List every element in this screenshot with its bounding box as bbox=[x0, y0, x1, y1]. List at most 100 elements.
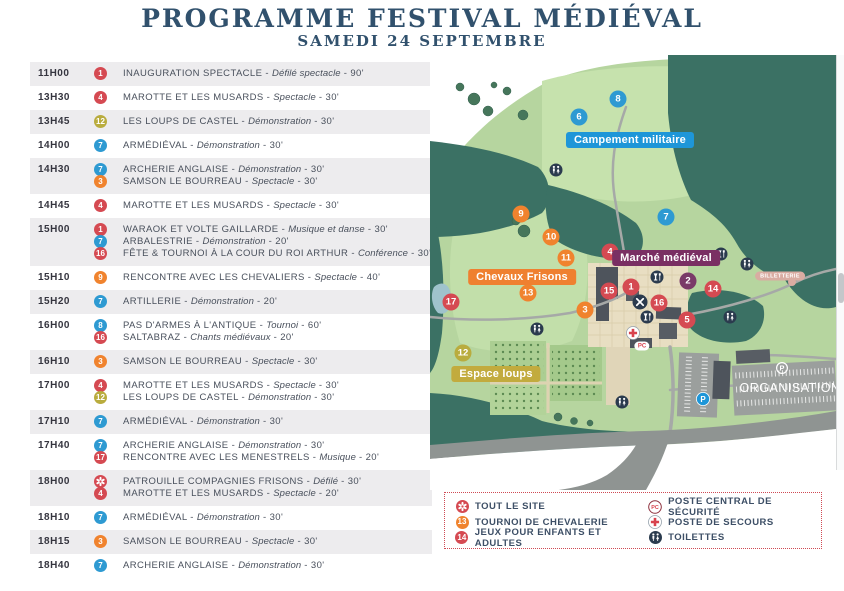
map-area-label: BILLETTERIE bbox=[755, 271, 805, 281]
event-badge: 3 bbox=[94, 355, 107, 368]
legend-item: POSTE DE SECOURS bbox=[648, 515, 821, 531]
program-title: PROGRAMME FESTIVAL MÉDIÉVAL bbox=[141, 4, 703, 33]
event-list: 3 SAMSON LE BOURREAU - Spectacle - 30' bbox=[94, 355, 432, 368]
event-line: 7 ARCHERIE ANGLAISE - Démonstration - 30' bbox=[94, 559, 432, 572]
toilets-icon bbox=[549, 163, 563, 177]
toilets-icon bbox=[615, 395, 629, 409]
event-list: 7 ARCHERIE ANGLAISE - Démonstration - 30'… bbox=[94, 163, 432, 188]
toilets-icon bbox=[530, 322, 544, 336]
event-title: ARBALESTRIE bbox=[123, 236, 193, 247]
event-duration: 20' bbox=[365, 452, 380, 463]
event-title: PATROUILLE COMPAGNIES FRISONS bbox=[123, 476, 304, 487]
event-line: 7 ARMÉDIÉVAL - Démonstration - 30' bbox=[94, 415, 432, 428]
event-line: 3 SAMSON LE BOURREAU - Spectacle - 30' bbox=[94, 175, 432, 188]
event-title: FÊTE & TOURNOI À LA COUR DU ROI ARTHUR bbox=[123, 248, 349, 259]
event-badge: 16 bbox=[94, 331, 107, 344]
event-badge: 1 bbox=[94, 67, 107, 80]
event-title: INAUGURATION SPECTACLE bbox=[123, 68, 263, 79]
schedule-row: 16H00 8 PAS D'ARMES À L'ANTIQUE - Tournoi … bbox=[30, 314, 432, 350]
event-line: 4 MAROTTE ET LES MUSARDS - Spectacle - 20… bbox=[94, 487, 432, 500]
event-text: ARMÉDIÉVAL - Démonstration - 30' bbox=[123, 140, 284, 151]
event-text: ARCHERIE ANGLAISE - Démonstration - 30' bbox=[123, 440, 325, 451]
event-list: 9 RENCONTRE AVEC LES CHEVALIERS - Spectac… bbox=[94, 271, 432, 284]
event-badge: 9 bbox=[94, 271, 107, 284]
event-badge: 7 bbox=[94, 511, 107, 524]
event-type: Spectacle bbox=[251, 356, 295, 367]
first-aid-icon bbox=[626, 326, 640, 340]
map-marker-12: 12 bbox=[454, 344, 472, 362]
schedule-row: 16H10 3 SAMSON LE BOURREAU - Spectacle - 3… bbox=[30, 350, 432, 374]
event-title: MAROTTE ET LES MUSARDS bbox=[123, 200, 264, 211]
legend-icon bbox=[455, 500, 469, 514]
legend-item: 14 JEUX POUR ENFANTS ET ADULTES bbox=[455, 527, 648, 549]
event-badge: 3 bbox=[94, 535, 107, 548]
event-text: ARMÉDIÉVAL - Démonstration - 30' bbox=[123, 416, 284, 427]
legend-icon bbox=[648, 515, 662, 530]
map-marker-9: 9 bbox=[512, 205, 530, 223]
organisation-label: ORGANISATION bbox=[739, 381, 841, 395]
schedule-list: 11H00 1 INAUGURATION SPECTACLE - Défilé sp… bbox=[30, 62, 432, 578]
event-text: SAMSON LE BOURREAU - Spectacle - 30' bbox=[123, 176, 318, 187]
event-badge: 4 bbox=[94, 487, 107, 500]
schedule-row: 17H40 7 ARCHERIE ANGLAISE - Démonstration … bbox=[30, 434, 432, 470]
legend-item: TOILETTES bbox=[648, 530, 821, 546]
event-title: ARCHERIE ANGLAISE bbox=[123, 560, 229, 571]
event-duration: 30' bbox=[269, 416, 284, 427]
event-badge: 4 bbox=[94, 199, 107, 212]
swords-icon bbox=[632, 294, 648, 310]
event-title: MAROTTE ET LES MUSARDS bbox=[123, 380, 264, 391]
time-label: 18H15 bbox=[38, 536, 70, 547]
legend-label: POSTE DE SECOURS bbox=[668, 516, 774, 528]
schedule-row: 15H20 7 ARTILLERIE - Démonstration - 20' bbox=[30, 290, 432, 314]
event-type: Démonstration bbox=[202, 236, 266, 247]
site-flower-icon bbox=[94, 475, 107, 488]
event-line: 12 LES LOUPS DE CASTEL - Démonstration - … bbox=[94, 115, 432, 128]
event-line: 7 ARCHERIE ANGLAISE - Démonstration - 30' bbox=[94, 163, 432, 176]
event-duration: 30' bbox=[325, 200, 340, 211]
scrollbar[interactable] bbox=[836, 55, 844, 470]
event-badge: 3 bbox=[94, 175, 107, 188]
event-list: 4 MAROTTE ET LES MUSARDS - Spectacle - 30… bbox=[94, 91, 432, 104]
time-label: 16H00 bbox=[38, 320, 70, 331]
scrollbar-thumb[interactable] bbox=[838, 273, 844, 303]
event-title: LES LOUPS DE CASTEL bbox=[123, 392, 239, 403]
map-area-label: Chevaux Frisons bbox=[468, 269, 576, 285]
legend-icon: 13 bbox=[455, 515, 469, 529]
event-title: ARMÉDIÉVAL bbox=[123, 416, 188, 427]
food-icon bbox=[650, 270, 664, 284]
event-type: Chants médiévaux bbox=[190, 332, 271, 343]
event-duration: 30' bbox=[325, 380, 340, 391]
map-area-label: Marché médiéval bbox=[612, 250, 720, 266]
schedule-row: 14H45 4 MAROTTE ET LES MUSARDS - Spectacle… bbox=[30, 194, 432, 218]
flower-icon bbox=[455, 500, 469, 514]
event-list: 1 INAUGURATION SPECTACLE - Défilé spectac… bbox=[94, 67, 432, 80]
event-text: ARCHERIE ANGLAISE - Démonstration - 30' bbox=[123, 164, 325, 175]
map-area-label: Espace loups bbox=[451, 366, 541, 382]
event-text: SAMSON LE BOURREAU - Spectacle - 30' bbox=[123, 536, 318, 547]
schedule-row: 14H00 7 ARMÉDIÉVAL - Démonstration - 30' bbox=[30, 134, 432, 158]
schedule-row: 13H30 4 MAROTTE ET LES MUSARDS - Spectacle… bbox=[30, 86, 432, 110]
event-title: SAMSON LE BOURREAU bbox=[123, 536, 243, 547]
legend-item: PC POSTE CENTRAL DE SÉCURITÉ bbox=[648, 496, 821, 518]
event-line: 9 RENCONTRE AVEC LES CHEVALIERS - Spectac… bbox=[94, 271, 432, 284]
time-label: 15H20 bbox=[38, 296, 70, 307]
event-type: Démonstration bbox=[196, 140, 260, 151]
event-title: ARTILLERIE bbox=[123, 296, 182, 307]
event-text: ARBALESTRIE - Démonstration - 20' bbox=[123, 236, 289, 247]
time-label: 13H45 bbox=[38, 116, 70, 127]
event-title: SAMSON LE BOURREAU bbox=[123, 176, 243, 187]
event-type: Défilé spectacle bbox=[272, 68, 341, 79]
event-text: FÊTE & TOURNOI À LA COUR DU ROI ARTHUR -… bbox=[123, 248, 432, 259]
legend-badge: 13 bbox=[455, 515, 469, 529]
time-label: 17H10 bbox=[38, 416, 70, 427]
map-legend: TOUT LE SITE 13 TOURNOI DE CHEVALERIE 14 JEU… bbox=[444, 492, 822, 549]
schedule-row: 11H00 1 INAUGURATION SPECTACLE - Défilé sp… bbox=[30, 62, 432, 86]
event-duration: 20' bbox=[263, 296, 278, 307]
event-badge: 7 bbox=[94, 439, 107, 452]
event-line: 7 ARBALESTRIE - Démonstration - 20' bbox=[94, 235, 432, 248]
event-line: 7 ARMÉDIÉVAL - Démonstration - 30' bbox=[94, 139, 432, 152]
map-marker-10: 10 bbox=[542, 228, 560, 246]
event-list: 1 WARAOK ET VOLTE GAILLARDE - Musique et … bbox=[94, 223, 432, 260]
event-badge: 12 bbox=[94, 115, 107, 128]
event-badge: 7 bbox=[94, 415, 107, 428]
